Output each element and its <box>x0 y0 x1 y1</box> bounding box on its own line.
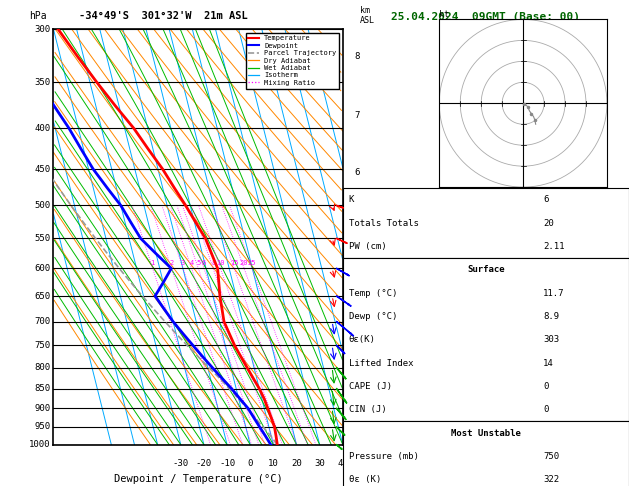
Text: 10: 10 <box>268 459 279 468</box>
Text: -10: -10 <box>219 459 235 468</box>
Text: 8: 8 <box>211 260 215 266</box>
Text: 25: 25 <box>248 260 256 266</box>
Text: -30: -30 <box>173 459 189 468</box>
Legend: Temperature, Dewpoint, Parcel Trajectory, Dry Adiabat, Wet Adiabat, Isotherm, Mi: Temperature, Dewpoint, Parcel Trajectory… <box>245 33 339 88</box>
Text: PW (cm): PW (cm) <box>348 242 386 251</box>
Text: Most Unstable: Most Unstable <box>451 429 521 437</box>
Text: 300: 300 <box>35 25 50 34</box>
Text: 650: 650 <box>35 292 50 300</box>
Text: hPa: hPa <box>29 11 47 21</box>
Text: 750: 750 <box>543 452 559 461</box>
Text: Dewp (°C): Dewp (°C) <box>348 312 397 321</box>
Text: CAPE (J): CAPE (J) <box>348 382 391 391</box>
Text: 5: 5 <box>354 221 360 230</box>
Text: Temp (°C): Temp (°C) <box>348 289 397 297</box>
Text: 900: 900 <box>35 404 50 413</box>
Text: 2: 2 <box>354 361 360 370</box>
Text: km
ASL: km ASL <box>360 6 375 25</box>
Text: -20: -20 <box>196 459 212 468</box>
Text: 500: 500 <box>35 201 50 210</box>
Text: 0: 0 <box>543 405 548 414</box>
Text: 1000: 1000 <box>29 440 50 449</box>
Text: 5: 5 <box>196 260 201 266</box>
Text: 322: 322 <box>543 475 559 484</box>
Text: 4: 4 <box>354 273 360 281</box>
Text: 15: 15 <box>230 260 238 266</box>
Text: Lifted Index: Lifted Index <box>348 359 413 367</box>
Text: 700: 700 <box>35 317 50 326</box>
Text: 450: 450 <box>35 165 50 174</box>
Text: LCL: LCL <box>346 426 360 435</box>
Text: Pressure (mb): Pressure (mb) <box>348 452 418 461</box>
Text: 6: 6 <box>202 260 206 266</box>
Text: 25.04.2024  09GMT (Base: 00): 25.04.2024 09GMT (Base: 00) <box>391 12 581 22</box>
Text: 10: 10 <box>216 260 225 266</box>
Text: 2.11: 2.11 <box>543 242 565 251</box>
Text: 11.7: 11.7 <box>543 289 565 297</box>
Text: 400: 400 <box>35 124 50 133</box>
FancyBboxPatch shape <box>343 258 629 421</box>
Text: 8.9: 8.9 <box>543 312 559 321</box>
Text: K: K <box>348 195 354 204</box>
FancyBboxPatch shape <box>343 421 629 486</box>
Text: 800: 800 <box>35 363 50 372</box>
Text: θε (K): θε (K) <box>348 475 381 484</box>
Text: 2: 2 <box>169 260 174 266</box>
Text: 30: 30 <box>314 459 325 468</box>
Text: 0: 0 <box>543 382 548 391</box>
Text: 850: 850 <box>35 384 50 393</box>
Text: 40: 40 <box>337 459 348 468</box>
FancyBboxPatch shape <box>343 188 629 258</box>
Text: Surface: Surface <box>467 265 504 274</box>
Text: 6: 6 <box>543 195 548 204</box>
Text: Dewpoint / Temperature (°C): Dewpoint / Temperature (°C) <box>114 474 282 484</box>
Text: 0: 0 <box>248 459 253 468</box>
Text: 3: 3 <box>181 260 185 266</box>
Text: 8: 8 <box>354 52 360 61</box>
Text: CIN (J): CIN (J) <box>348 405 386 414</box>
Text: 20: 20 <box>291 459 302 468</box>
Text: 950: 950 <box>35 422 50 432</box>
Text: Totals Totals: Totals Totals <box>348 219 418 227</box>
Text: 1: 1 <box>354 402 360 411</box>
Text: 3: 3 <box>354 317 360 326</box>
Text: 750: 750 <box>35 341 50 350</box>
Text: 303: 303 <box>543 335 559 344</box>
Text: 1: 1 <box>150 260 155 266</box>
Text: 350: 350 <box>35 78 50 87</box>
Text: 550: 550 <box>35 234 50 243</box>
Text: 600: 600 <box>35 264 50 273</box>
Text: 20: 20 <box>240 260 248 266</box>
Text: θε(K): θε(K) <box>348 335 376 344</box>
Text: 4: 4 <box>189 260 194 266</box>
Text: -34°49'S  301°32'W  21m ASL: -34°49'S 301°32'W 21m ASL <box>79 11 248 21</box>
Text: 14: 14 <box>543 359 554 367</box>
Text: 7: 7 <box>354 111 360 120</box>
Text: 20: 20 <box>543 219 554 227</box>
Text: 6: 6 <box>354 169 360 177</box>
